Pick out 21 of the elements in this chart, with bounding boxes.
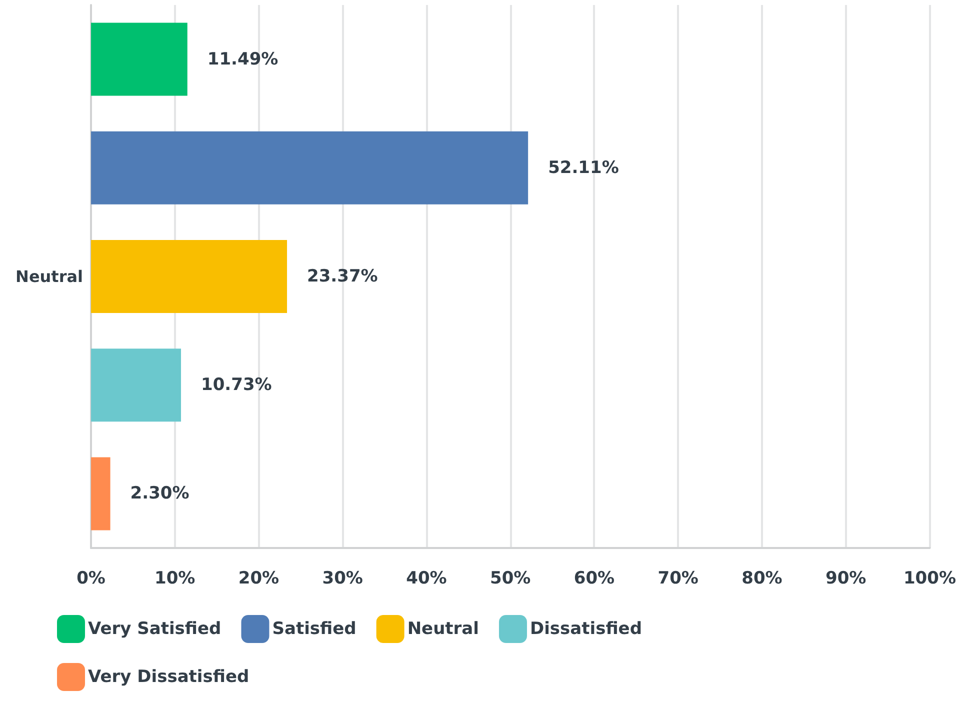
data-label: 11.49% [207,49,278,70]
x-tick-label: 10% [154,568,196,588]
data-label: 10.73% [200,375,272,396]
legend-label: Satisfied [272,619,356,639]
x-tick-label: 30% [322,568,363,588]
x-tick-label: 20% [238,568,280,588]
legend-label: Very Satisfied [88,619,222,639]
x-tick-label: 60% [574,568,615,588]
legend-label: Dissatisfied [530,619,642,639]
x-tick-label: 100% [903,568,956,588]
x-tick-label: 90% [826,568,866,588]
data-label: 2.30% [130,484,190,504]
x-tick-label: 0% [76,568,106,588]
x-tick-label: 40% [406,568,447,588]
data-label: 23.37% [307,266,378,286]
data-label: 52.11% [548,158,619,178]
x-tick-label: 50% [490,568,531,588]
legend-label: Neutral [407,619,479,639]
x-tick-label: 70% [658,568,698,588]
legend-label: Very Dissatisfied [88,667,250,687]
x-tick-label: 80% [742,568,782,588]
